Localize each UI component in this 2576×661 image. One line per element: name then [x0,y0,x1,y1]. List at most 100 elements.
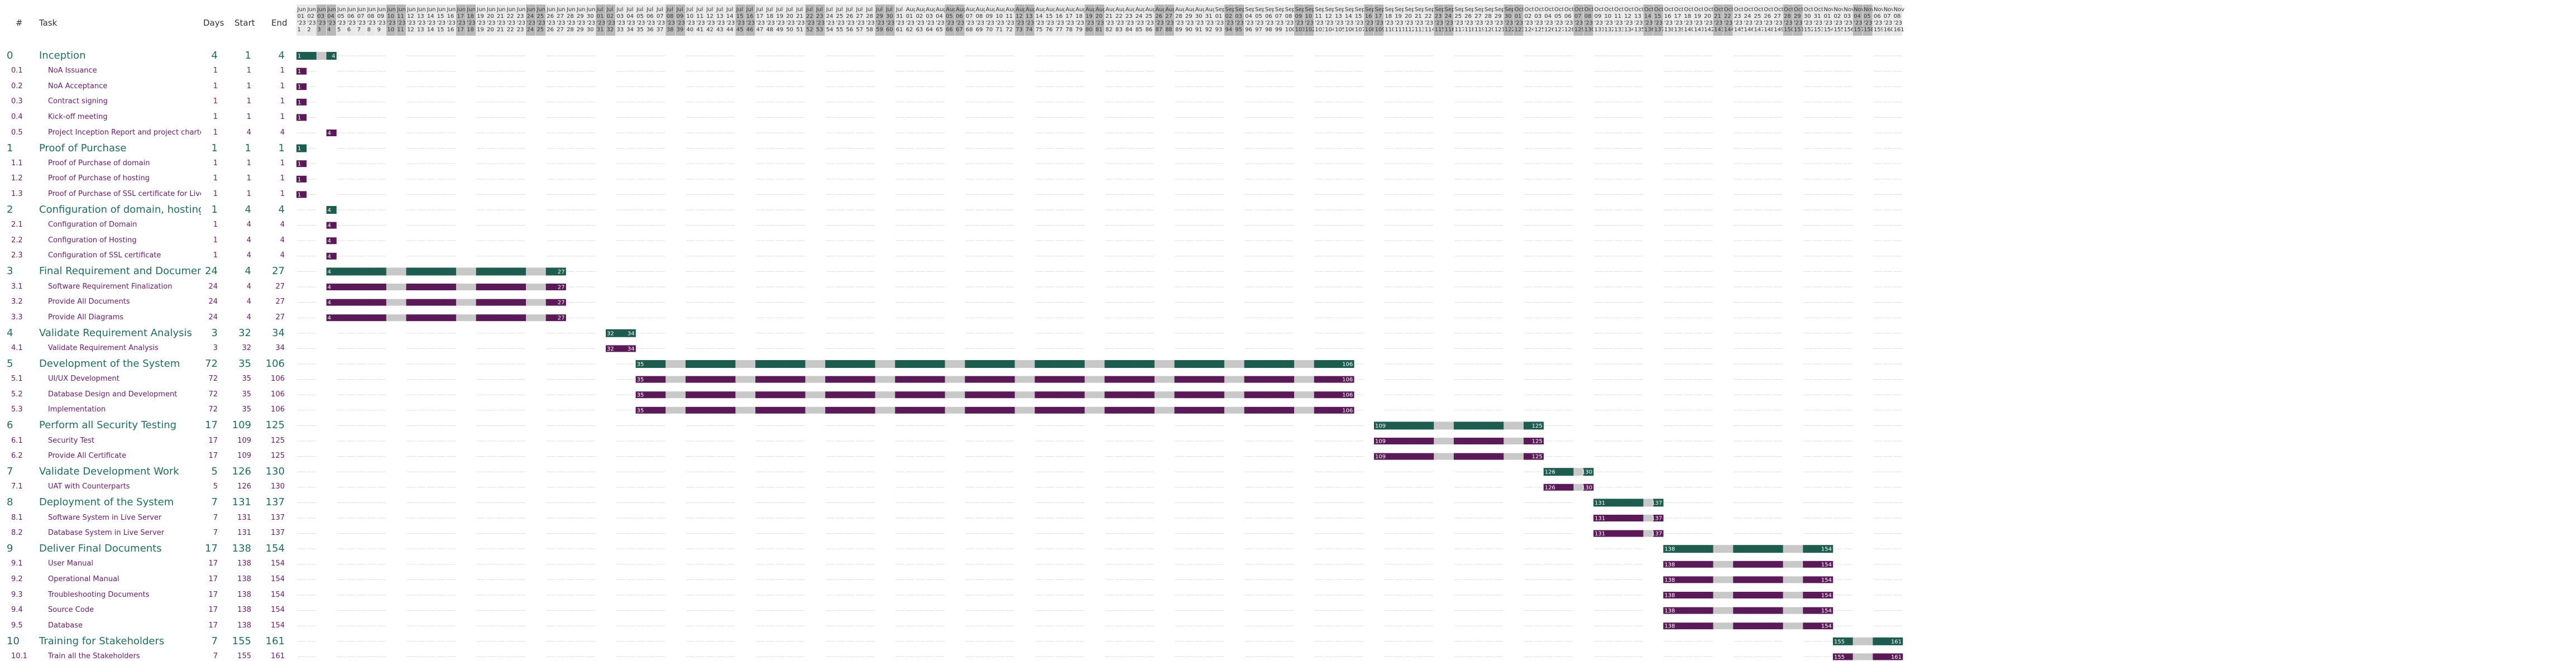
day-label: Oct [1664,7,1674,13]
day-label: '23 [806,20,815,26]
task-bar-segment [1504,421,1514,430]
task-bar-segment [1304,376,1315,383]
day-label: Oct [1794,7,1803,13]
day-label: '23 [936,20,944,26]
day-label: 01 [1215,13,1223,20]
day-label: 72 [1005,27,1013,33]
day-label: Oct [1814,7,1823,13]
task-bar-segment [1463,453,1474,460]
task-bar-segment [316,52,327,60]
day-label: 14 [1644,13,1651,20]
task-bar-segment [735,360,746,368]
day-label: 20 [1095,13,1103,20]
day-label: Oct [1554,7,1564,13]
day-header-cell [1055,4,1065,36]
row-start: 131 [232,496,251,509]
day-label: 06 [347,13,355,20]
task-bar-segment [994,391,1005,399]
day-label: 68 [966,27,973,33]
row-days: 17 [208,559,218,568]
day-label: '23 [696,20,705,26]
day-label: 01 [298,13,305,20]
task-bar-segment [645,391,656,399]
day-header-cell [1504,4,1514,36]
task-bar-segment [605,345,616,352]
day-label: 32 [606,27,614,33]
day-label: 143 [1714,27,1725,33]
day-header-cell [1453,4,1464,36]
task-bar-segment [535,314,547,322]
row-days: 7 [213,513,218,522]
day-label: '23 [1764,20,1772,26]
row-days: 17 [208,621,218,630]
day-header-cell [725,4,735,36]
day-label: '23 [1225,20,1233,26]
row-days: 1 [213,236,218,245]
row-num: 5.1 [11,375,23,384]
task-bar-segment [1024,406,1035,414]
bar-end-label: 4 [332,54,335,60]
task-bar-segment [1274,406,1285,414]
row-task: Provide All Certificate [48,452,127,461]
day-label: '23 [1185,20,1194,26]
day-label: 88 [1165,27,1172,33]
day-label: Jun [536,7,545,13]
row-task: User Manual [48,559,94,568]
day-label: '23 [1425,20,1433,26]
row-task: Provide All Diagrams [48,313,124,322]
row-start: 109 [232,419,251,432]
row-task: Proof of Purchase [39,142,127,154]
day-label: '23 [1235,20,1243,26]
task-bar-segment [1074,406,1085,414]
day-label: 121 [1495,27,1505,33]
task-bar-segment [745,360,756,368]
day-label: '23 [1435,20,1443,26]
row-end: 137 [271,513,285,522]
day-label: '23 [1724,20,1732,26]
bar-end-label: 27 [558,285,565,291]
day-label: 108 [1365,27,1376,33]
day-header-cell [1733,4,1743,36]
day-label: Nov [1854,7,1865,13]
day-header-cell [645,4,655,36]
day-label: Oct [1714,7,1723,13]
day-header-cell [1394,4,1404,36]
task-bar-segment [1244,406,1255,414]
task-bar-segment [426,314,437,322]
task-bar-segment [795,391,806,399]
day-header-cell [805,4,815,36]
task-bar-segment [1284,406,1295,414]
day-label: '23 [1624,20,1632,26]
row-start: 138 [237,559,251,568]
day-label: '23 [1774,20,1782,26]
task-bar-segment [1134,360,1145,368]
day-label: '23 [986,20,994,26]
day-label: 13 [1335,13,1342,20]
task-bar-segment [665,376,676,383]
day-label: 44 [726,27,734,33]
day-label: '23 [577,20,585,26]
day-label: '23 [457,20,465,26]
day-label: Jul [716,7,723,13]
task-bar-segment [1045,360,1055,368]
day-header-cell [875,4,885,36]
task-bar-segment [825,391,836,399]
task-bar-segment [805,360,816,368]
day-label: 97 [1255,27,1262,33]
task-bar-segment [1553,468,1564,476]
day-label: 23 [517,27,524,33]
task-bar-segment [446,267,457,276]
task-bar-segment [955,376,965,383]
day-header-cell [1842,4,1853,36]
day-header-cell [815,4,825,36]
row-num: 2.3 [11,251,23,260]
day-header-cell [1703,4,1713,36]
row-days: 72 [208,405,218,414]
task-bar-segment [535,267,547,276]
task-bar-segment [955,406,965,414]
task-bar-segment [775,376,786,383]
day-label: 93 [1215,27,1223,33]
task-bar-segment [705,406,716,414]
day-label: '23 [1664,20,1673,26]
task-bar-segment [556,314,566,322]
